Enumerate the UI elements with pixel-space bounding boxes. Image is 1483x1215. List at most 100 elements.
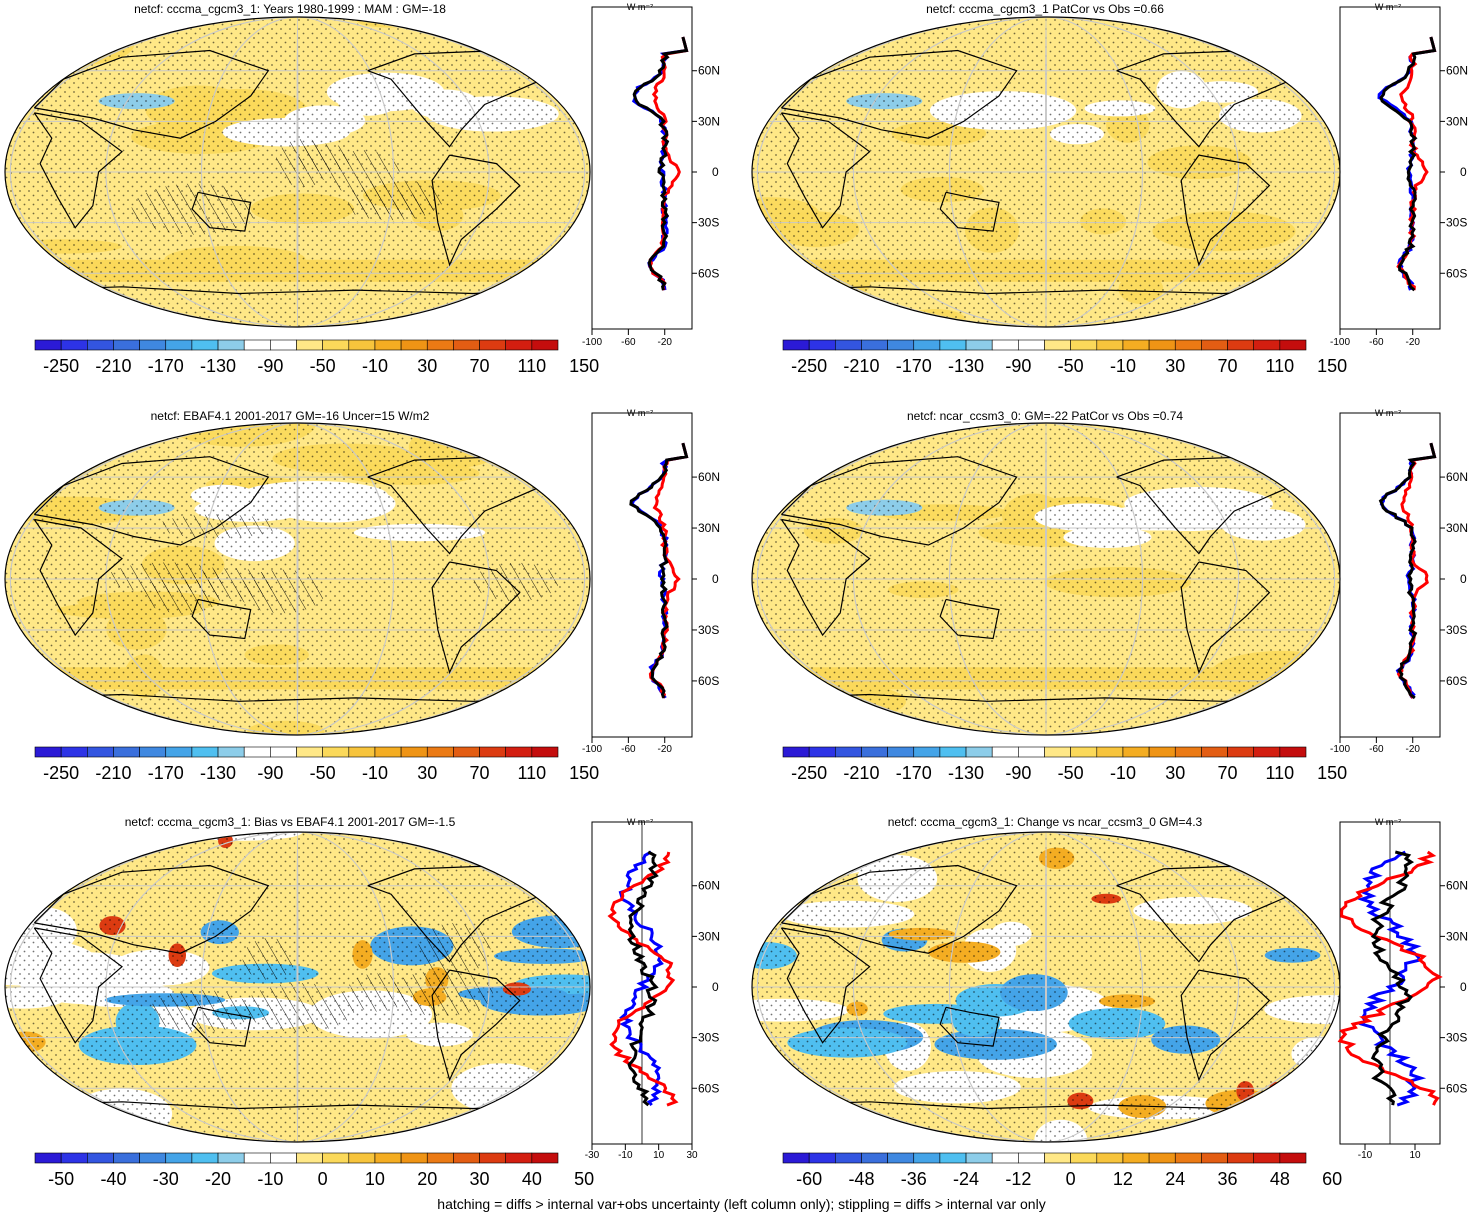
colorbar-label: 150 <box>1317 763 1347 783</box>
colorbar-label: -130 <box>200 763 236 783</box>
colorbar-swatch <box>139 339 167 351</box>
colorbar-swatch <box>322 339 350 351</box>
colorbar-label: -250 <box>791 763 827 783</box>
colorbar-swatch <box>479 746 506 758</box>
colorbar-swatch <box>453 1152 480 1164</box>
map-field <box>752 423 1340 735</box>
colorbar-label: -10 <box>1110 763 1136 783</box>
lat-tick-label: 30N <box>698 521 720 535</box>
colorbar-swatch <box>1253 339 1281 351</box>
panel-title: netcf: ncar_ccsm3_0: GM=-22 PatCor vs Ob… <box>907 409 1183 423</box>
colorbar-swatch <box>374 1152 402 1164</box>
colorbar-label: -40 <box>100 1169 126 1189</box>
colorbar-swatch <box>861 746 888 758</box>
zonal-tick-label: -10 <box>1358 1150 1373 1161</box>
lat-tick-label: 60N <box>1446 64 1468 78</box>
colorbar-swatch <box>165 339 193 351</box>
zonal-tick-label: -60 <box>621 744 636 755</box>
colorbar-swatch <box>1279 746 1307 758</box>
colorbar-label: -130 <box>200 356 236 376</box>
colorbar-label: -12 <box>1005 1169 1031 1189</box>
colorbar-swatch <box>782 746 810 758</box>
colorbar-swatch <box>87 339 114 351</box>
colorbar-swatch <box>1253 1152 1281 1164</box>
zonal-mean-plot: W m⁻² 60N 30N 0 30S 60S -30 -10 10 30 <box>585 817 720 1161</box>
map-border <box>4 16 591 328</box>
colorbar-label: 0 <box>318 1169 328 1189</box>
colorbar-swatch <box>296 339 323 351</box>
colorbar-label: 24 <box>1165 1169 1185 1189</box>
colorbar-swatch <box>400 746 428 758</box>
colorbar-swatch <box>426 1152 454 1164</box>
colorbar-swatch <box>782 339 810 351</box>
colorbar-label: 150 <box>1317 356 1347 376</box>
colorbar: -250 -210 -170 -130 -90 -50 -10 30 70 110 150 <box>782 339 1347 376</box>
colorbar-swatch <box>965 339 993 351</box>
colorbar-swatch <box>322 746 350 758</box>
colorbar-label: 110 <box>517 763 546 783</box>
colorbar-swatch <box>165 746 193 758</box>
colorbar-swatch <box>808 1152 836 1164</box>
colorbar-swatch <box>505 746 533 758</box>
colorbar-label: -250 <box>43 356 79 376</box>
colorbar-swatch <box>217 339 245 351</box>
colorbar-swatch <box>913 1152 941 1164</box>
colorbar-label: -20 <box>205 1169 231 1189</box>
figure-footer-note: hatching = diffs > internal var+obs unce… <box>437 1196 1046 1212</box>
zonal-mean-line <box>1378 442 1437 700</box>
lat-tick-label: 60S <box>1446 266 1467 280</box>
map-border <box>4 422 591 736</box>
lat-tick-label: 60S <box>1446 674 1467 688</box>
map-panel-3: netcf: EBAF4.1 2001-2017 GM=-16 Uncer=15… <box>4 408 720 783</box>
colorbar-swatch <box>243 339 271 351</box>
colorbar-swatch <box>270 339 297 351</box>
colorbar-swatch <box>887 746 915 758</box>
colorbar-swatch <box>139 746 167 758</box>
colorbar-swatch <box>1148 1152 1176 1164</box>
lat-tick-label: 0 <box>1460 572 1467 586</box>
colorbar-label: 30 <box>470 1169 490 1189</box>
colorbar-label: 40 <box>522 1169 542 1189</box>
zonal-tick-label: -20 <box>1406 337 1421 348</box>
colorbar-swatch <box>1044 746 1071 758</box>
zonal-unit-label: W m⁻² <box>627 2 653 12</box>
colorbar-label: 30 <box>417 763 437 783</box>
colorbar-label: 70 <box>1218 763 1238 783</box>
colorbar-label: -210 <box>843 763 879 783</box>
lat-tick-label: 0 <box>712 572 719 586</box>
colorbar-swatch <box>296 1152 323 1164</box>
colorbar-swatch <box>217 1152 245 1164</box>
colorbar-swatch <box>191 746 219 758</box>
colorbar-swatch <box>34 746 62 758</box>
map-field <box>5 423 590 735</box>
colorbar-label: -30 <box>153 1169 179 1189</box>
colorbar-swatch <box>270 1152 297 1164</box>
colorbar-swatch <box>1018 339 1045 351</box>
colorbar-label: -130 <box>948 356 984 376</box>
colorbar-label: -250 <box>791 356 827 376</box>
colorbar-swatch <box>1174 746 1202 758</box>
zonal-mean-plot: W m⁻² 60N 30N 0 30S 60S -10 10 <box>1337 817 1468 1161</box>
panel-title: netcf: cccma_cgcm3_1 PatCor vs Obs =0.66 <box>926 2 1164 16</box>
colorbar-label: -90 <box>1005 763 1031 783</box>
colorbar-swatch <box>243 746 271 758</box>
colorbar-label: 36 <box>1218 1169 1238 1189</box>
colorbar-swatch <box>861 1152 888 1164</box>
lat-tick-label: 30N <box>1446 521 1468 535</box>
colorbar-swatch <box>991 339 1019 351</box>
colorbar-label: 110 <box>1265 763 1294 783</box>
zonal-mean-plot: W m⁻² 60N 30N 0 30S 60S -100 -60 -20 <box>1330 408 1468 755</box>
colorbar-swatch <box>505 1152 533 1164</box>
colorbar-swatch <box>113 746 140 758</box>
colorbar-label: -210 <box>95 763 131 783</box>
colorbar-label: 30 <box>1165 763 1185 783</box>
colorbar-label: -170 <box>148 356 184 376</box>
lat-tick-label: 60S <box>698 1081 719 1095</box>
lat-tick-label: 60N <box>698 64 720 78</box>
zonal-tick-label: 10 <box>1409 1150 1421 1161</box>
lat-tick-label: 30S <box>1446 623 1467 637</box>
panel-title: netcf: EBAF4.1 2001-2017 GM=-16 Uncer=15… <box>151 409 430 423</box>
colorbar-swatch <box>991 1152 1019 1164</box>
panel-title: netcf: cccma_cgcm3_1: Change vs ncar_ccs… <box>888 815 1203 829</box>
